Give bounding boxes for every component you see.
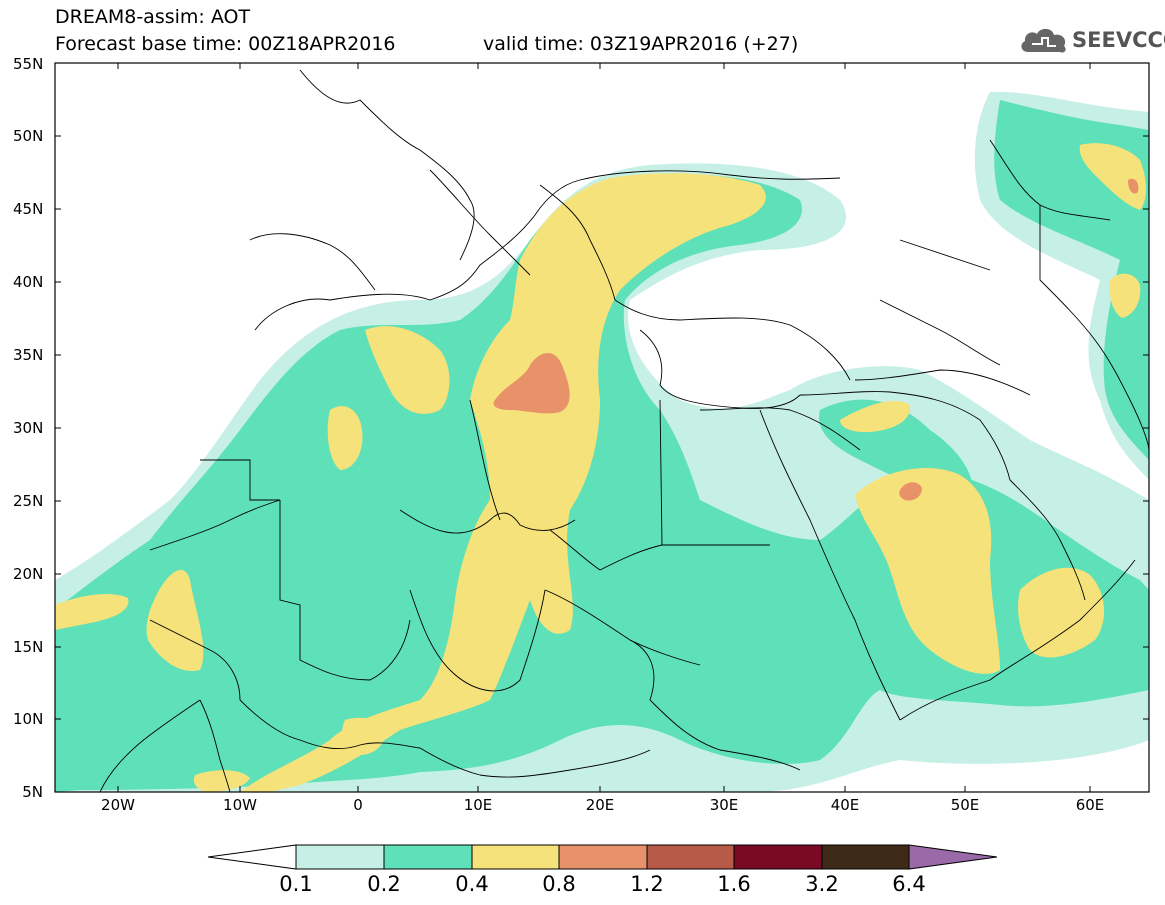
lon-label: 10W [223, 796, 257, 814]
colorbar-label: 0.4 [455, 872, 489, 896]
colorbar-label: 0.1 [279, 872, 313, 896]
lat-label: 55N [13, 55, 44, 73]
lon-label: 10E [463, 796, 493, 814]
lon-label: 30E [709, 796, 739, 814]
lon-label: 50E [950, 796, 980, 814]
lat-label: 35N [13, 346, 44, 364]
cloud-icon [1021, 28, 1066, 53]
lat-label: 45N [13, 200, 44, 218]
lat-label: 10N [13, 710, 44, 728]
lon-label: 40E [830, 796, 860, 814]
lat-label: 5N [22, 783, 43, 801]
colorbar-label: 0.2 [367, 872, 401, 896]
lat-label: 20N [13, 565, 44, 583]
lon-label: 20W [101, 796, 135, 814]
lon-label: 60E [1075, 796, 1105, 814]
lat-label: 25N [13, 492, 44, 510]
lat-label: 30N [13, 419, 44, 437]
colorbar-label: 3.2 [805, 872, 839, 896]
colorbar-label: 0.8 [542, 872, 576, 896]
lat-label: 50N [13, 127, 44, 145]
logo-text: SEEVCCC [1072, 28, 1165, 52]
map-title: DREAM8-assim: AOT [55, 6, 251, 28]
lon-label: 0 [353, 796, 363, 814]
seevccc-logo: SEEVCCC [1018, 24, 1165, 58]
colorbar-label: 6.4 [892, 872, 926, 896]
aot-level-0.8 [493, 178, 1139, 501]
lat-label: 40N [13, 273, 44, 291]
valid-time-label: valid time: 03Z19APR2016 (+27) [483, 33, 799, 55]
lat-label: 15N [13, 638, 44, 656]
base-time-label: Forecast base time: 00Z18APR2016 [55, 33, 396, 55]
colorbar-label: 1.2 [630, 872, 664, 896]
colorbar-label: 1.6 [717, 872, 751, 896]
lon-label: 20E [585, 796, 615, 814]
country-borders [99, 69, 1149, 792]
